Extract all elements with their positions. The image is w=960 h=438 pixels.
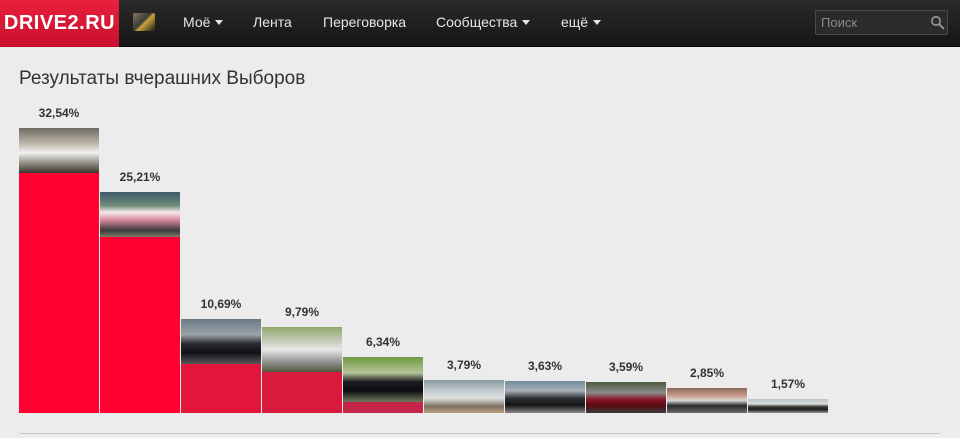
bar-value-label: 6,34% bbox=[365, 335, 401, 349]
nav-item-lenta[interactable]: Лента bbox=[253, 14, 292, 30]
chart-bar[interactable] bbox=[667, 388, 747, 413]
car-photo[interactable] bbox=[19, 128, 99, 173]
divider bbox=[19, 433, 940, 434]
bar-value-label: 3,63% bbox=[527, 359, 563, 373]
car-photo[interactable] bbox=[667, 388, 747, 413]
page-title: Результаты вчерашних Выборов bbox=[19, 68, 306, 89]
chart-bar[interactable] bbox=[343, 357, 423, 413]
user-avatar[interactable] bbox=[133, 13, 155, 31]
bar-value-label: 9,79% bbox=[284, 305, 320, 319]
chart-bar[interactable] bbox=[586, 382, 666, 413]
chevron-down-icon bbox=[522, 19, 531, 25]
car-photo[interactable] bbox=[586, 382, 666, 413]
car-photo[interactable] bbox=[424, 380, 504, 413]
search-icon[interactable] bbox=[930, 15, 945, 30]
bar-value-label: 10,69% bbox=[200, 297, 242, 311]
chart-bar[interactable] bbox=[100, 192, 180, 413]
chart-bar[interactable] bbox=[505, 381, 585, 413]
car-photo[interactable] bbox=[343, 357, 423, 402]
bar-value-label: 25,21% bbox=[119, 170, 161, 184]
bar-value-label: 3,59% bbox=[608, 360, 644, 374]
car-photo[interactable] bbox=[181, 319, 261, 364]
top-navbar: DRIVE2.RU Моё Лента Переговорка Сообщест… bbox=[0, 0, 960, 47]
chevron-down-icon bbox=[593, 19, 602, 25]
chart-bar[interactable] bbox=[262, 327, 342, 413]
bar-fill bbox=[181, 364, 261, 413]
search-input[interactable] bbox=[816, 11, 926, 34]
nav-item-soobshchestva[interactable]: Сообщества bbox=[436, 0, 531, 47]
car-photo[interactable] bbox=[100, 192, 180, 237]
bar-value-label: 32,54% bbox=[38, 106, 80, 120]
chevron-down-icon bbox=[215, 19, 224, 25]
nav-item-peregovorka[interactable]: Переговорка bbox=[323, 14, 407, 30]
bar-value-label: 3,79% bbox=[446, 358, 482, 372]
bar-fill bbox=[19, 173, 99, 413]
nav-item-eshche[interactable]: ещё bbox=[561, 0, 602, 47]
chart-bar[interactable] bbox=[748, 399, 828, 413]
car-photo[interactable] bbox=[748, 399, 828, 413]
site-logo[interactable]: DRIVE2.RU bbox=[0, 0, 119, 47]
bar-fill bbox=[100, 237, 180, 413]
chart-bar[interactable] bbox=[424, 380, 504, 413]
chart-bar[interactable] bbox=[19, 128, 99, 413]
chart-bar[interactable] bbox=[181, 319, 261, 413]
bar-value-label: 2,85% bbox=[689, 366, 725, 380]
car-photo[interactable] bbox=[505, 381, 585, 413]
bar-fill bbox=[262, 372, 342, 413]
bar-value-label: 1,57% bbox=[770, 377, 806, 391]
nav-item-moe[interactable]: Моё bbox=[183, 0, 224, 47]
search-box bbox=[815, 10, 948, 35]
car-photo[interactable] bbox=[262, 327, 342, 372]
bar-fill bbox=[343, 402, 423, 413]
